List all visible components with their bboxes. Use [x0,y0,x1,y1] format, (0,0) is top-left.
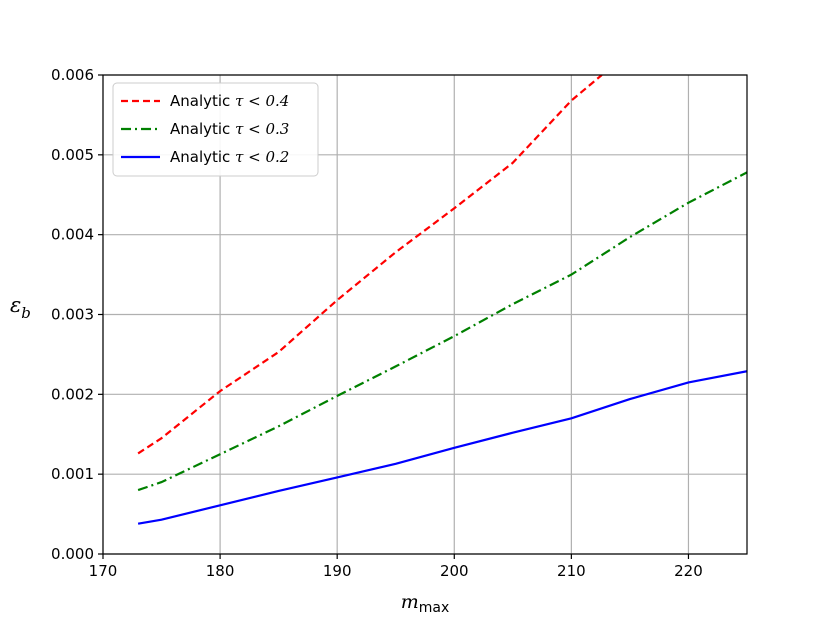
legend-entry-prefix: Analytic [170,92,235,110]
x-tick-label: 170 [89,562,118,580]
x-tick-label: 200 [440,562,469,580]
x-axis-label: mmax [401,591,450,616]
legend-entry-math: τ < 0.2 [235,148,289,166]
y-tick-label: 0.005 [51,146,94,164]
legend-entry-math: τ < 0.3 [235,120,289,138]
legend-entry-2: Analytic τ < 0.2 [170,148,289,166]
y-tick-label: 0.004 [51,226,94,244]
y-tick-label: 0.003 [51,306,94,324]
y-axis-label-main: ε [10,293,21,317]
legend-entry-prefix: Analytic [170,148,235,166]
grid [102,74,747,555]
x-axis-label-main: m [401,591,419,613]
legend-entry-prefix: Analytic [170,120,235,138]
x-tick-label: 180 [206,562,235,580]
x-tick-label: 220 [674,562,703,580]
y-tick-label: 0.002 [51,385,94,403]
legend-entry-math: τ < 0.4 [235,92,289,110]
y-tick-label: 0.000 [51,545,94,563]
series-line-2 [137,370,747,525]
legend-entry-0: Analytic τ < 0.4 [170,92,289,110]
y-axis-label-sub: b [21,304,31,322]
x-tick-label: 210 [557,562,586,580]
y-axis-label: εb [10,293,31,322]
series-line-0 [137,75,603,455]
series-layer [137,75,747,525]
x-tick-label: 190 [323,562,352,580]
series-line-1 [137,171,747,492]
ticks: 170 180 190 200 210 220 0.000 0.001 0.002 0.003 0.… [51,66,703,580]
legend-entry-1: Analytic τ < 0.3 [170,120,289,138]
legend-box [112,82,319,177]
y-tick-label: 0.001 [51,465,94,483]
y-tick-label: 0.006 [51,66,94,84]
x-axis-label-sub: max [419,600,450,616]
